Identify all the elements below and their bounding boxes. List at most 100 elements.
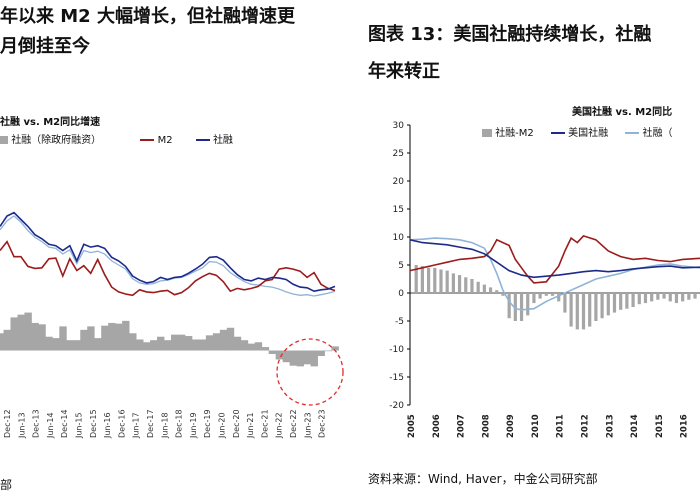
diff-bar [482,284,486,293]
diff-bar [594,293,598,321]
x-tick-label: Dec-19 [203,409,212,438]
diff-bar [557,293,561,302]
area-bar [275,350,284,360]
area-bar [73,340,81,351]
area-bar [282,350,291,363]
left-legend: 社融（除政府融资） M2 社融 [0,131,233,146]
diff-bar [631,293,635,307]
right-legend-item-other: 社融（ [625,128,673,139]
area-bar [324,350,332,352]
diff-bar [681,293,685,302]
series-line-2 [0,215,336,297]
legend-line-swatch [550,132,565,134]
area-bar [157,336,165,351]
right-subtitle: 美国社融 vs. M2同比 [572,107,673,118]
diff-bar [519,293,524,321]
diff-bar [433,267,437,293]
area-bar [212,333,221,351]
x-tick-label: Dec-21 [260,409,269,438]
area-bar [268,350,277,354]
diff-bar [420,266,424,293]
area-bar [254,342,263,351]
legend-bar-swatch [482,129,492,137]
x-tick-label: Jun-17 [132,412,141,439]
x-tick-label: 2013 [605,414,615,438]
diff-bar [476,281,480,293]
x-tick-label: 2010 [531,414,541,438]
x-tick-label: Jun-13 [17,412,26,439]
area-bar [170,334,179,351]
x-tick-label: Jun-14 [46,412,55,439]
y-tick-label: 25 [393,149,404,159]
diff-bar [693,293,697,299]
diff-bar [662,293,666,299]
area-bar [45,336,53,351]
diff-bar [457,275,462,293]
area-bar [17,314,25,351]
diff-bar [513,293,517,321]
legend-label: M2 [157,135,173,146]
x-tick-label: 2009 [506,414,516,438]
diff-bar [637,293,641,305]
left-legend-item-m2: M2 [140,135,175,146]
diff-bar [575,293,579,330]
x-tick-label: 2008 [481,414,491,438]
diff-bar [426,267,431,293]
area-bar [184,336,193,351]
area-bar [233,336,242,351]
legend-line-swatch [625,132,640,134]
area-bar [296,350,304,367]
x-tick-label: Jun-23 [303,412,312,439]
left-subtitle: 社融 vs. M2同比增速 [0,117,101,128]
x-tick-label: 2014 [630,414,640,438]
x-tick-label: Dec-22 [289,409,298,438]
diff-bar [470,279,474,293]
left-source: 部 [0,478,13,492]
diff-bar [550,293,555,296]
legend-label: 社融（除政府融资） [11,135,102,146]
diff-bar [643,293,648,304]
legend-line-swatch [140,139,155,141]
diff-bar [563,293,567,313]
x-tick-label: Jun-18 [160,412,169,439]
diff-bar [488,287,493,293]
x-tick-label: Dec-12 [3,409,12,438]
x-tick-label: Jun-15 [75,412,84,439]
area-bar [289,350,298,366]
diff-bar [414,265,418,293]
x-tick-label: 2011 [556,414,566,438]
left-title-line2: 月倒挂至今 [0,36,90,57]
area-bar [94,338,102,351]
area-bar [38,324,46,351]
diff-bar [656,293,660,300]
area-bar [261,347,270,351]
diff-bar [501,293,505,296]
left-chart-panel: 年以来 M2 大幅增长，但社融增速更 月倒挂至今 社融 vs. M2同比增速 社… [0,6,344,492]
area-bar [150,340,158,351]
series-line-1 [0,211,336,293]
area-bar [310,350,318,367]
area-bar [52,338,60,351]
left-legend-item-bar: 社融（除政府融资） [0,135,104,146]
x-tick-label: 2016 [680,414,690,438]
diff-bar [668,293,672,302]
area-bar [80,329,88,351]
legend-label: 社融-M2 [495,128,534,139]
area-bar [59,326,67,351]
x-tick-label: 2015 [655,414,665,438]
diff-bar [495,290,499,293]
legend-label: 社融（ [642,128,673,139]
area-bar [31,322,39,351]
series-line-1 [409,239,700,279]
area-bar [303,350,311,365]
series-line-0 [409,234,700,284]
area-bar [10,317,18,351]
area-bar [177,334,186,351]
area-bar [247,343,256,351]
x-tick-label: Dec-13 [32,409,41,438]
y-tick-label: -20 [389,401,404,411]
area-bar [317,350,325,357]
diff-bar [625,293,629,309]
diff-bar [674,293,679,304]
